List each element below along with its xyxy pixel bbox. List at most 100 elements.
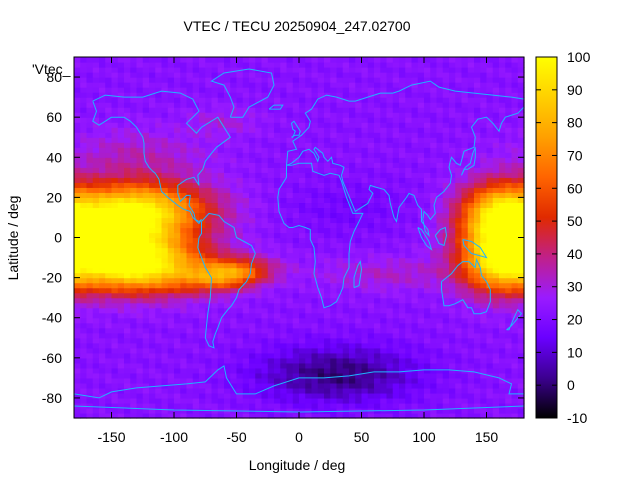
heatmap-cell xyxy=(205,272,213,279)
heatmap-cell xyxy=(449,182,456,188)
heatmap-cell xyxy=(442,207,450,214)
heatmap-cell xyxy=(449,112,456,118)
heatmap-cell xyxy=(367,142,375,148)
heatmap-cell xyxy=(492,82,500,88)
heatmap-cell xyxy=(180,227,188,234)
heatmap-cell xyxy=(486,122,494,128)
heatmap-cell xyxy=(224,282,231,289)
heatmap-cell xyxy=(480,162,488,168)
heatmap-cell xyxy=(299,387,306,394)
heatmap-cell xyxy=(474,137,481,143)
heatmap-cell xyxy=(511,207,519,214)
heatmap-cell xyxy=(174,92,181,98)
heatmap-cell xyxy=(342,307,350,314)
heatmap-cell xyxy=(267,217,275,224)
heatmap-cell xyxy=(355,122,363,128)
heatmap-cell xyxy=(442,107,450,113)
heatmap-cell xyxy=(249,127,256,133)
heatmap-cell xyxy=(424,337,431,344)
heatmap-cell xyxy=(192,272,200,279)
heatmap-cell xyxy=(436,397,444,404)
heatmap-cell xyxy=(180,122,188,128)
heatmap-cell xyxy=(111,282,119,289)
heatmap-cell xyxy=(336,397,344,404)
heatmap-cell xyxy=(480,297,488,304)
heatmap-cell xyxy=(117,267,125,274)
heatmap-cell xyxy=(149,207,156,214)
heatmap-cell xyxy=(330,107,338,113)
heatmap-cell xyxy=(130,77,138,83)
heatmap-cell xyxy=(142,392,150,399)
heatmap-cell xyxy=(92,232,100,239)
heatmap-cell xyxy=(286,272,294,279)
heatmap-cell xyxy=(180,112,188,118)
heatmap-cell xyxy=(274,307,281,314)
heatmap-cell xyxy=(399,192,406,198)
heatmap-cell xyxy=(492,267,500,274)
heatmap-cell xyxy=(180,177,188,183)
heatmap-cell xyxy=(174,212,181,219)
heatmap-cell xyxy=(192,132,200,138)
heatmap-cell xyxy=(117,372,125,379)
heatmap-cell xyxy=(130,377,138,384)
heatmap-cell xyxy=(392,202,400,209)
heatmap-cell xyxy=(286,122,294,128)
heatmap-cell xyxy=(111,157,119,163)
heatmap-cell xyxy=(136,292,144,299)
heatmap-cell xyxy=(474,132,481,138)
heatmap-cell xyxy=(349,382,356,389)
heatmap-cell xyxy=(211,107,219,113)
heatmap-cell xyxy=(211,412,219,419)
heatmap-cell xyxy=(117,222,125,229)
heatmap-cell xyxy=(474,157,481,163)
heatmap-cell xyxy=(111,397,119,404)
heatmap-cell xyxy=(367,312,375,319)
heatmap-cell xyxy=(355,412,363,419)
heatmap-cell xyxy=(442,177,450,183)
heatmap-cell xyxy=(136,232,144,239)
heatmap-cell xyxy=(74,232,81,239)
heatmap-cell xyxy=(461,312,469,319)
heatmap-cell xyxy=(161,167,169,173)
heatmap-cell xyxy=(149,337,156,344)
heatmap-cell xyxy=(211,317,219,324)
heatmap-cell xyxy=(92,337,100,344)
heatmap-cell xyxy=(405,387,413,394)
heatmap-cell xyxy=(130,237,138,244)
heatmap-cell xyxy=(474,372,481,379)
heatmap-cell xyxy=(499,357,506,364)
heatmap-cell xyxy=(492,407,500,414)
heatmap-cell xyxy=(336,377,344,384)
heatmap-cell xyxy=(386,147,394,153)
heatmap-cell xyxy=(342,317,350,324)
heatmap-cell xyxy=(374,362,381,369)
heatmap-cell xyxy=(180,367,188,374)
heatmap-cell xyxy=(361,97,369,103)
heatmap-cell xyxy=(361,377,369,384)
heatmap-cell xyxy=(430,387,438,394)
heatmap-cell xyxy=(486,367,494,374)
heatmap-cell xyxy=(511,297,519,304)
heatmap-cell xyxy=(355,262,363,269)
heatmap-cell xyxy=(111,267,119,274)
heatmap-cell xyxy=(161,157,169,163)
heatmap-cell xyxy=(367,107,375,113)
heatmap-cell xyxy=(349,282,356,289)
heatmap-cell xyxy=(336,257,344,264)
heatmap-cell xyxy=(292,202,300,209)
heatmap-cell xyxy=(317,182,325,188)
heatmap-cell xyxy=(249,312,256,319)
heatmap-cell xyxy=(236,137,244,143)
heatmap-cell xyxy=(499,362,506,369)
heatmap-cell xyxy=(424,307,431,314)
heatmap-cell xyxy=(455,372,463,379)
heatmap-cell xyxy=(199,192,206,198)
heatmap-cell xyxy=(405,132,413,138)
heatmap-cell xyxy=(267,332,275,339)
heatmap-cell xyxy=(517,167,525,173)
heatmap-cell xyxy=(336,232,344,239)
heatmap-cell xyxy=(361,142,369,148)
heatmap-cell xyxy=(486,272,494,279)
heatmap-cell xyxy=(111,247,119,254)
heatmap-cell xyxy=(142,337,150,344)
